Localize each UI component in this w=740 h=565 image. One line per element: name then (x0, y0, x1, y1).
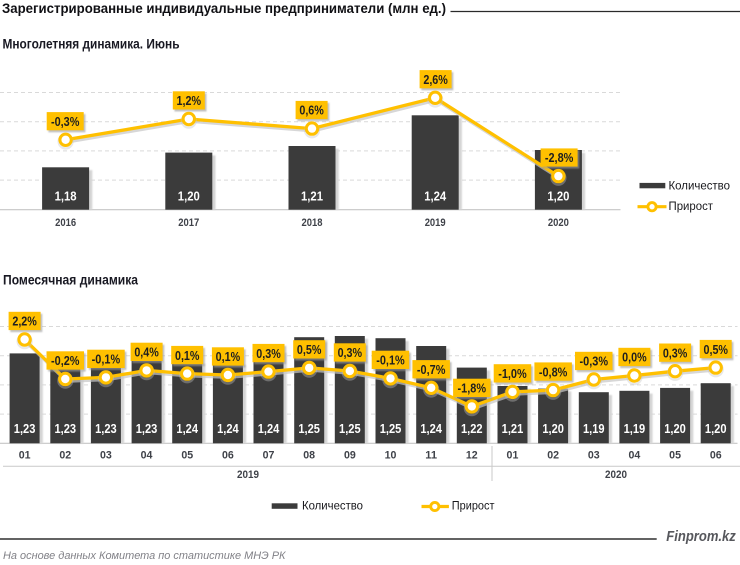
svg-text:-0,2%: -0,2% (51, 354, 80, 368)
svg-text:04: 04 (629, 450, 641, 462)
svg-text:1,23: 1,23 (54, 421, 76, 436)
svg-text:1,21: 1,21 (502, 421, 524, 436)
svg-text:1,20: 1,20 (178, 189, 200, 204)
svg-text:-0,1%: -0,1% (376, 354, 405, 368)
svg-text:1,24: 1,24 (217, 421, 239, 436)
svg-text:01: 01 (19, 450, 31, 462)
svg-text:-2,8%: -2,8% (545, 151, 574, 165)
svg-text:1,2%: 1,2% (177, 94, 202, 108)
svg-text:1,23: 1,23 (14, 421, 36, 436)
svg-text:0,6%: 0,6% (299, 104, 324, 118)
svg-text:-0,3%: -0,3% (51, 115, 80, 129)
svg-text:-0,7%: -0,7% (417, 363, 446, 377)
svg-text:06: 06 (222, 450, 234, 462)
svg-text:09: 09 (344, 450, 356, 462)
svg-text:2018: 2018 (302, 217, 323, 229)
svg-text:Помесячная динамика: Помесячная динамика (3, 273, 138, 288)
svg-text:0,4%: 0,4% (134, 346, 159, 360)
svg-text:0,5%: 0,5% (297, 343, 322, 357)
svg-text:1,20: 1,20 (542, 421, 564, 436)
svg-text:04: 04 (141, 450, 153, 462)
svg-text:Зарегистрированные индивидуаль: Зарегистрированные индивидуальные предпр… (2, 1, 446, 17)
svg-text:Количество: Количество (302, 500, 363, 512)
svg-text:Finprom.kz: Finprom.kz (666, 529, 736, 545)
svg-text:07: 07 (263, 450, 275, 462)
svg-text:12: 12 (466, 450, 478, 462)
svg-text:0,0%: 0,0% (622, 351, 647, 365)
svg-text:0,3%: 0,3% (338, 346, 363, 360)
svg-text:Прирост: Прирост (669, 201, 714, 213)
svg-text:1,20: 1,20 (547, 189, 569, 204)
svg-text:0,3%: 0,3% (663, 346, 688, 360)
svg-text:0,1%: 0,1% (175, 349, 200, 363)
svg-text:2019: 2019 (425, 217, 446, 229)
svg-text:06: 06 (710, 450, 722, 462)
svg-text:02: 02 (547, 450, 559, 462)
svg-text:1,24: 1,24 (420, 421, 442, 436)
svg-text:1,19: 1,19 (624, 421, 646, 436)
svg-text:05: 05 (669, 450, 681, 462)
svg-text:1,18: 1,18 (55, 189, 77, 204)
svg-text:2,2%: 2,2% (12, 315, 37, 329)
svg-text:-0,8%: -0,8% (539, 365, 568, 379)
svg-text:2020: 2020 (605, 469, 627, 481)
svg-text:2019: 2019 (237, 469, 259, 481)
svg-text:1,24: 1,24 (424, 189, 447, 204)
svg-text:02: 02 (59, 450, 71, 462)
svg-text:0,3%: 0,3% (256, 347, 281, 361)
svg-text:03: 03 (588, 450, 600, 462)
svg-text:2016: 2016 (55, 217, 76, 229)
svg-text:Многолетняя динамика. Июнь: Многолетняя динамика. Июнь (3, 37, 180, 52)
svg-text:11: 11 (425, 450, 437, 462)
svg-text:1,20: 1,20 (664, 421, 686, 436)
svg-text:1,23: 1,23 (95, 421, 117, 436)
svg-text:10: 10 (385, 450, 397, 462)
svg-text:0,5%: 0,5% (703, 343, 728, 357)
svg-text:-0,3%: -0,3% (580, 355, 609, 369)
svg-text:-1,8%: -1,8% (458, 382, 487, 396)
svg-text:01: 01 (507, 450, 519, 462)
svg-text:На основе данных Комитета по: На основе данных Комитета по статистике … (3, 550, 287, 562)
svg-text:1,23: 1,23 (136, 421, 158, 436)
svg-text:1,20: 1,20 (705, 421, 727, 436)
svg-text:2020: 2020 (548, 217, 569, 229)
svg-text:1,21: 1,21 (301, 189, 323, 204)
svg-text:03: 03 (100, 450, 112, 462)
svg-text:-0,1%: -0,1% (92, 353, 121, 367)
svg-text:2,6%: 2,6% (423, 73, 448, 87)
svg-text:1,25: 1,25 (298, 421, 320, 436)
svg-text:Количество: Количество (669, 180, 731, 192)
svg-text:0,1%: 0,1% (216, 350, 241, 364)
svg-text:Прирост: Прирост (452, 500, 495, 512)
svg-text:-1,0%: -1,0% (498, 367, 527, 381)
svg-text:1,22: 1,22 (461, 421, 483, 436)
svg-text:05: 05 (181, 450, 193, 462)
svg-text:1,25: 1,25 (339, 421, 361, 436)
svg-text:08: 08 (303, 450, 315, 462)
svg-text:1,25: 1,25 (380, 421, 402, 436)
svg-text:1,19: 1,19 (583, 421, 605, 436)
svg-text:2017: 2017 (178, 217, 199, 229)
svg-text:1,24: 1,24 (258, 421, 280, 436)
svg-text:1,24: 1,24 (176, 421, 198, 436)
